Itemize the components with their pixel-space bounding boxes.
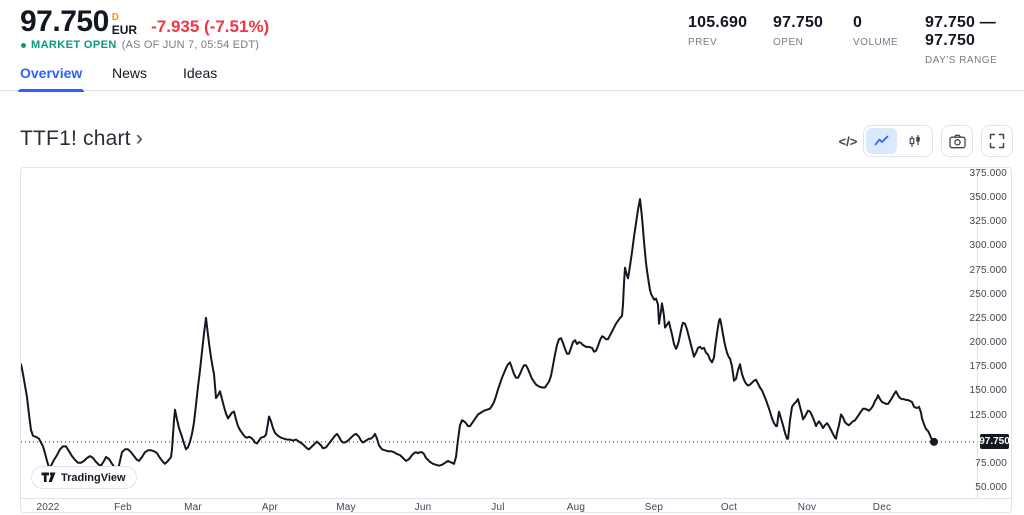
active-tab-underline: [18, 89, 85, 92]
time-axis-label: Aug: [566, 502, 586, 513]
snapshot-button[interactable]: [941, 125, 973, 157]
time-axis-label: Apr: [261, 502, 279, 513]
fullscreen-button[interactable]: [981, 125, 1013, 157]
candlestick-chart-type-button[interactable]: [899, 128, 930, 154]
stat-label: OPEN: [773, 37, 804, 48]
price-axis-tick: 225.000: [969, 312, 1007, 324]
price-chart: TradingView 97.750 375.000 350.000 325.000…: [20, 167, 1012, 513]
stat-volume: 0 VOLUME: [853, 14, 898, 48]
price-axis-tick: 200.000: [969, 337, 1007, 349]
watermark-label: TradingView: [61, 471, 126, 484]
as-of-timestamp: (AS OF JUN 7, 05:54 EDT): [121, 39, 260, 51]
time-axis-label: Jul: [491, 502, 505, 513]
price-axis-tick: 175.000: [969, 361, 1007, 373]
stat-value: 0: [853, 14, 863, 31]
last-price: 97.750: [20, 5, 109, 38]
line-chart-icon: [874, 135, 889, 146]
tab-overview[interactable]: Overview: [18, 65, 85, 92]
interval-badge: D: [111, 11, 119, 23]
market-status: MARKET OPEN: [31, 39, 117, 51]
embed-code-button[interactable]: </>: [832, 125, 864, 157]
market-status-row: MARKET OPEN (AS OF JUN 7, 05:54 EDT): [21, 39, 259, 51]
time-axis-label: Sep: [644, 502, 664, 513]
price-axis-tick: 375.000: [969, 168, 1007, 179]
price-header: 97.750 D EUR -7.935 (-7.51%): [20, 7, 269, 37]
chevron-right-icon: ›: [135, 127, 143, 150]
tradingview-logo-icon: [41, 472, 56, 482]
time-axis-label: 2022: [36, 502, 60, 513]
price-axis-tick: 150.000: [969, 385, 1007, 397]
price-axis-tick: 250.000: [969, 288, 1007, 300]
price-axis-tick: 325.000: [969, 216, 1007, 228]
time-axis-label: Nov: [797, 502, 817, 513]
price-axis-tick: 75.000: [975, 457, 1007, 469]
stat-value: 97.750 — 97.750: [925, 14, 996, 49]
code-icon: </>: [838, 133, 858, 149]
tab-bar: Overview News Ideas: [0, 62, 1024, 92]
stat-value: 105.690: [688, 14, 748, 31]
time-axis-label: May: [336, 502, 356, 513]
chart-type-toggle: [863, 125, 933, 157]
last-price-dot: [930, 437, 938, 446]
time-axis-label: Jun: [414, 502, 432, 513]
time-axis-label: Oct: [720, 502, 738, 513]
market-open-dot-icon: [21, 42, 26, 48]
stat-label: DAY'S RANGE: [925, 55, 998, 66]
price-line-series: [20, 198, 935, 471]
price-axis-tick: 275.000: [969, 264, 1007, 276]
price-axis-tick: 125.000: [969, 409, 1007, 421]
fullscreen-icon: [989, 133, 1005, 149]
time-axis-label: Feb: [114, 502, 132, 513]
stat-prev: 105.690 PREV: [688, 14, 747, 48]
stat-value: 97.750: [773, 14, 824, 31]
tab-news[interactable]: News: [112, 65, 148, 81]
tab-ideas[interactable]: Ideas: [183, 65, 218, 81]
price-axis[interactable]: 97.750 375.000 350.000 325.000 300.000 275.0…: [969, 168, 1011, 498]
time-axis-label: Mar: [184, 502, 202, 513]
stat-label: VOLUME: [853, 37, 899, 48]
stat-days-range: 97.750 — 97.750 DAY'S RANGE: [925, 14, 1024, 66]
last-price-badge: 97.750: [979, 434, 1010, 450]
chart-section-title[interactable]: TTF1! chart ›: [20, 127, 143, 150]
stat-label: PREV: [688, 37, 718, 48]
tradingview-watermark[interactable]: TradingView: [31, 466, 137, 489]
currency-label: EUR: [111, 22, 138, 37]
price-axis-tick: 350.000: [969, 192, 1007, 204]
candlestick-icon: [909, 134, 920, 147]
camera-icon: [948, 134, 966, 148]
chart-plot-pane[interactable]: TradingView: [20, 168, 977, 498]
time-axis[interactable]: 2022 Feb Mar Apr May Jun Jul Aug Sep Oct Nov Dec: [21, 498, 1011, 513]
price-axis-tick: 50.000: [975, 481, 1007, 493]
price-axis-tick: 300.000: [969, 240, 1007, 252]
stat-open: 97.750 OPEN: [773, 14, 823, 48]
price-change: -7.935 (-7.51%): [151, 17, 270, 37]
time-axis-label: Dec: [872, 502, 892, 513]
line-chart-type-button[interactable]: [866, 128, 897, 154]
